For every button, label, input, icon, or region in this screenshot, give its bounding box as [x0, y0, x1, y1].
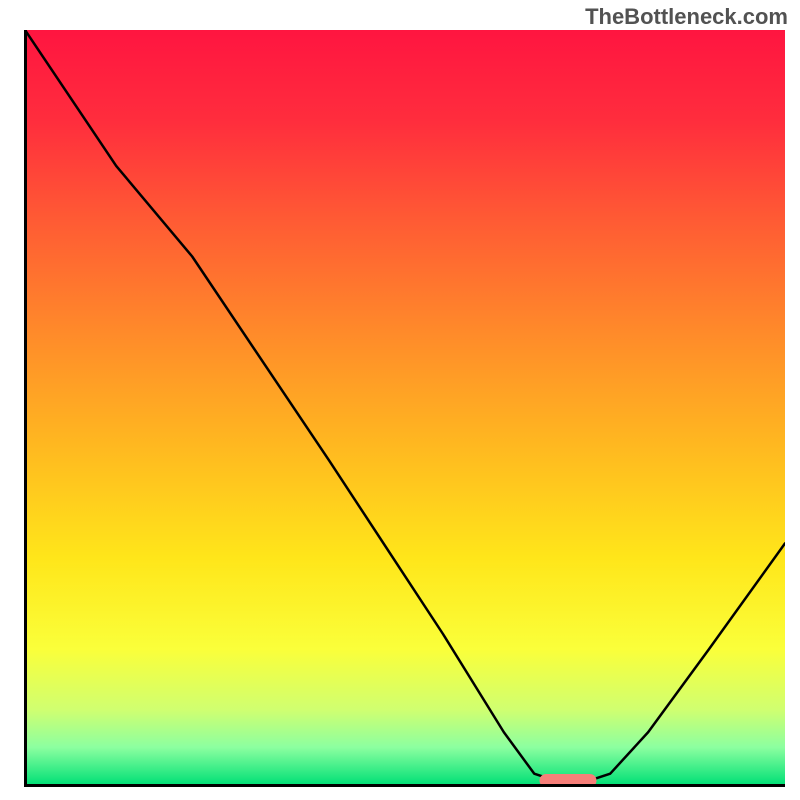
chart-svg — [25, 30, 785, 785]
chart-container: TheBottleneck.com — [0, 0, 800, 800]
plot-area — [25, 30, 785, 785]
watermark-text: TheBottleneck.com — [585, 4, 788, 30]
y-axis — [24, 30, 27, 787]
gradient-background — [25, 30, 785, 785]
x-axis — [24, 784, 786, 787]
